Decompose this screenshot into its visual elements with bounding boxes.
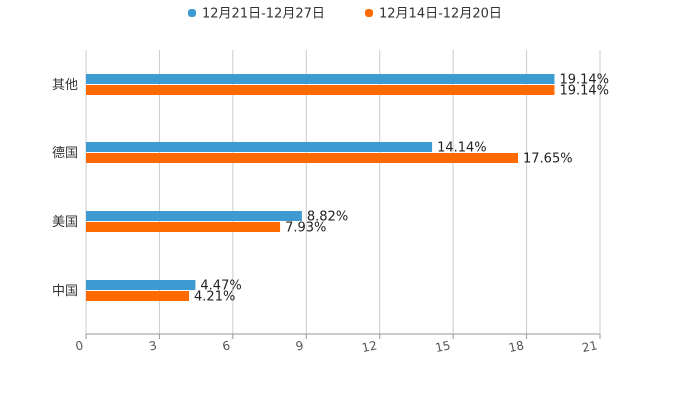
category-label-3: 美国 <box>52 215 78 230</box>
data-label-s2-4: 4.21% <box>194 290 235 305</box>
x-axis: 0 3 6 9 12 15 18 21 <box>74 333 601 355</box>
data-label-s1-4: 4.47% <box>200 279 241 294</box>
data-label-s2-3: 7.93% <box>285 221 326 236</box>
bars <box>86 74 555 301</box>
legend-label-1: 12月21日-12月27日 <box>202 7 325 22</box>
x-tick-label-18: 18 <box>507 338 525 355</box>
bar-s2-2 <box>86 153 519 163</box>
category-label-4: 中国 <box>52 284 78 299</box>
data-labels: 19.14% 14.14% 8.82% 4.47% 19.14% 17.65% 7.93% 4… <box>194 73 609 305</box>
x-tick-label-12: 12 <box>360 338 378 355</box>
category-label-1: 其他 <box>52 78 78 93</box>
legend-marker-2 <box>365 9 373 17</box>
data-label-s1-3: 8.82% <box>307 210 348 225</box>
legend: 12月21日-12月27日 12月14日-12月20日 <box>188 7 502 22</box>
category-label-2: 德国 <box>52 146 78 161</box>
data-label-s2-2: 17.65% <box>523 152 573 167</box>
bar-s1-4 <box>86 280 196 290</box>
legend-marker-1 <box>188 9 196 17</box>
bar-s1-2 <box>86 142 433 152</box>
bar-s2-4 <box>86 291 190 301</box>
data-label-s1-1: 19.14% <box>559 73 609 88</box>
x-tick-label-15: 15 <box>434 338 452 355</box>
bar-s2-1 <box>86 85 555 95</box>
bar-s2-3 <box>86 222 281 232</box>
bar-s1-1 <box>86 74 555 84</box>
x-tick-label-21: 21 <box>581 338 599 355</box>
x-tick-label-6: 6 <box>221 338 231 353</box>
data-label-s2-1: 19.14% <box>559 84 609 99</box>
x-tick-label-0: 0 <box>74 338 84 353</box>
x-tick-label-3: 3 <box>148 338 158 353</box>
bar-s1-3 <box>86 211 302 221</box>
x-tick-label-9: 9 <box>295 338 305 353</box>
data-label-s1-2: 14.14% <box>437 141 487 156</box>
legend-label-2: 12月14日-12月20日 <box>379 7 502 22</box>
grid-lines <box>85 50 601 334</box>
